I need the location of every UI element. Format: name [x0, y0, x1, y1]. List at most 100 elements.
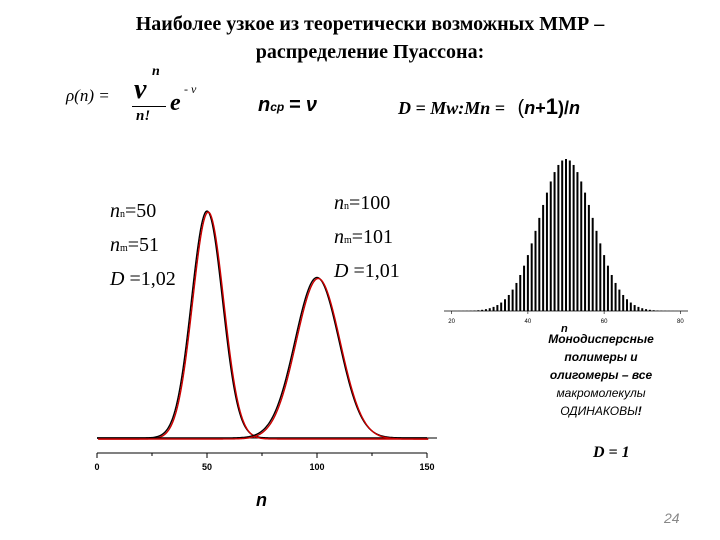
dispersity-close: )/ [557, 98, 569, 118]
x-tick-label: 100 [309, 462, 324, 472]
x-tick-label: 50 [202, 462, 212, 472]
note-line-3: олигомеры – все [549, 368, 653, 382]
histogram-bar [542, 204, 545, 311]
histogram-bar [488, 308, 491, 311]
histogram-bar [606, 265, 609, 311]
histogram-bar [637, 306, 640, 311]
note-line-5: ОДИНАКОВЫ! [560, 404, 642, 418]
right-annotation: nn=100 nm=101 D =1,01 [334, 188, 400, 286]
hist-tick-label: 80 [677, 319, 684, 325]
dispersity-one-label: D = 1 [593, 444, 630, 461]
histogram-bar [477, 310, 480, 311]
histogram-bar [481, 309, 484, 311]
note-line-4: макромолекулы [556, 386, 646, 400]
right-d: D =1,01 [334, 260, 400, 282]
histogram-bar [526, 255, 529, 311]
histogram-bar [603, 255, 606, 311]
histogram-bar [626, 299, 628, 311]
histogram-bar [484, 309, 487, 311]
histogram-bar [645, 309, 648, 311]
histogram-bar [622, 294, 625, 311]
main-chart-xlabel: n [256, 490, 267, 510]
note-line-1: Монодисперсные [548, 332, 654, 346]
histogram-bar [568, 160, 571, 311]
left-d: D =1,02 [110, 268, 176, 290]
title-line-2: распределение Пуассона: [255, 41, 485, 63]
histogram-ticks: 20 40 60 80 [448, 311, 684, 325]
histogram-bar [652, 310, 655, 311]
mean-subscript: ср [270, 100, 285, 114]
histogram-bar [553, 172, 556, 311]
series-1-curve-red [98, 277, 429, 440]
poisson-exp-base: e [170, 90, 181, 116]
dispersity-n: n [524, 98, 536, 118]
histogram-bar [572, 164, 575, 311]
histogram-bar [584, 192, 587, 311]
histogram-bar [500, 302, 503, 311]
histogram-bar [576, 172, 579, 311]
hist-tick-label: 60 [601, 319, 608, 325]
main-chart-ticks: 0 50 100 150 [94, 453, 435, 472]
left-nn: nn=50 [110, 200, 157, 222]
histogram-bar [507, 294, 510, 311]
histogram-bar [496, 305, 499, 311]
right-nm: nm=101 [334, 226, 394, 248]
histogram-bar [599, 243, 602, 311]
x-tick-label: 150 [419, 462, 434, 472]
histogram-bar [587, 204, 590, 311]
histogram-bar [591, 217, 594, 311]
histogram-bar [511, 289, 514, 311]
histogram-bar [538, 217, 541, 311]
mean-equals: = ν [288, 94, 318, 116]
histogram-bar [633, 305, 636, 311]
dispersity-open: ( [517, 97, 525, 119]
hist-tick-label: 20 [448, 319, 455, 325]
histogram-bar [515, 282, 518, 311]
note-line-2: полимеры и [564, 350, 638, 364]
histogram-bar [504, 299, 506, 311]
slide-title: Наиболее узкое из теоретически возможных… [0, 10, 720, 66]
histogram-bar [610, 274, 613, 311]
dispersity-lhs: D = Mw:Mn = [398, 98, 506, 118]
main-chart-curves [97, 210, 429, 440]
histogram-bar [629, 302, 632, 311]
histogram-bar [557, 164, 560, 311]
dispersity-formula: D = Mw:Mn = (n+1)/n [398, 94, 580, 120]
dispersity-plus: + [535, 98, 546, 118]
poisson-power: n [152, 64, 160, 79]
left-nm: nm=51 [110, 234, 160, 256]
left-annotation: nn=50 nm=51 D =1,02 [110, 196, 176, 294]
histogram-bar [530, 243, 533, 311]
mean-symbol: n [258, 94, 271, 116]
monodisperse-note: Монодисперсные полимеры и олигомеры – вс… [532, 330, 670, 420]
histogram-bar [523, 265, 526, 311]
title-line-1: Наиболее узкое из теоретически возможных… [135, 13, 605, 35]
poisson-denominator: n! [136, 108, 151, 124]
histogram-bar [492, 306, 495, 311]
mean-formula: nср = ν [258, 94, 317, 117]
poisson-lhs: ρ(n) = [66, 86, 110, 105]
poisson-numerator: ν [134, 74, 147, 105]
histogram-bar [549, 181, 552, 311]
page-number: 24 [664, 510, 680, 526]
histogram-bar [534, 230, 537, 311]
histogram-bar [519, 274, 522, 311]
histogram-bar [641, 308, 644, 311]
poisson-exp-power: - ν [184, 82, 197, 96]
hist-tick-label: 40 [525, 319, 532, 325]
histogram-bar [595, 230, 598, 311]
x-tick-label: 0 [94, 462, 99, 472]
histogram-xlabel: n [561, 323, 568, 335]
histogram-bar [648, 309, 651, 311]
histogram-bar [565, 159, 567, 311]
histogram-bar [618, 289, 621, 311]
histogram-bars [454, 159, 678, 311]
right-nn: nn=100 [334, 192, 391, 214]
fraction-bar [132, 106, 166, 107]
dispersity-one: 1 [545, 94, 558, 119]
histogram-bar [545, 192, 548, 311]
histogram-bar [614, 282, 617, 311]
dispersity-den: n [568, 98, 580, 118]
